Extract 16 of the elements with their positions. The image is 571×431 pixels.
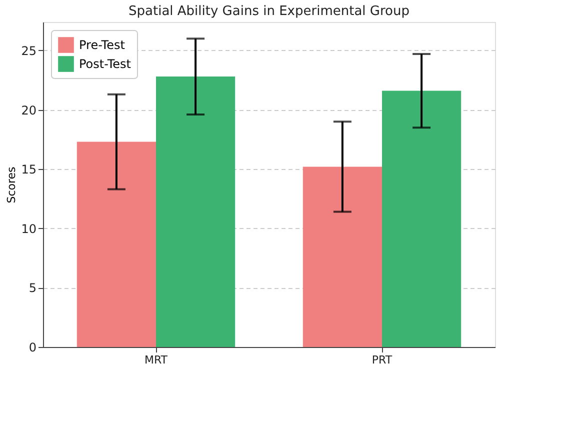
y-tick-label: 20 — [21, 103, 36, 118]
bar — [76, 142, 156, 347]
y-tick-label: 10 — [21, 222, 36, 236]
bar — [302, 166, 382, 347]
chart-title: Spatial Ability Gains in Experimental Group — [128, 4, 410, 19]
legend-label: Post-Test — [79, 57, 132, 71]
x-tick-label: PRT — [372, 354, 392, 366]
bar — [382, 90, 462, 347]
bar — [156, 76, 236, 347]
legend-label: Pre-Test — [79, 38, 126, 52]
y-tick-label: 0 — [28, 340, 36, 354]
x-tick-label: MRT — [144, 354, 168, 366]
y-axis-title: Scores — [5, 166, 18, 204]
y-tick-label: 15 — [21, 162, 36, 177]
y-tick-label: 5 — [28, 281, 36, 296]
y-tick-label: 25 — [21, 44, 36, 58]
